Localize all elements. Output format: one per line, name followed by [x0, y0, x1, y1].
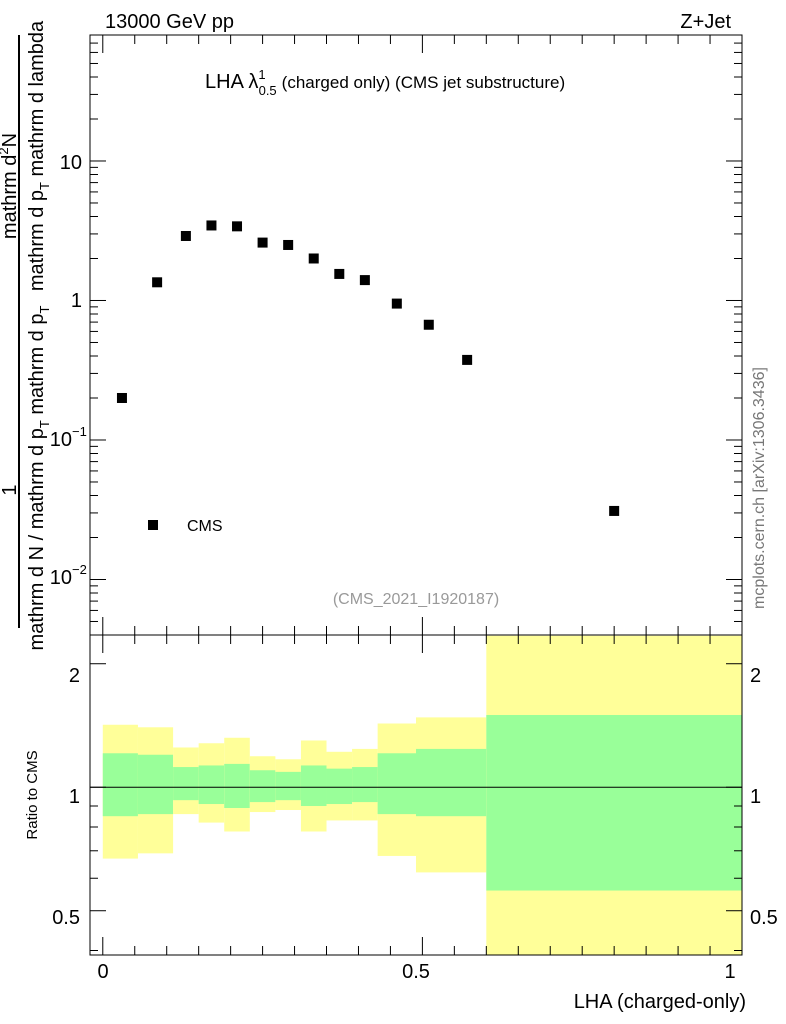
main-axis-ticks	[90, 34, 743, 636]
main-title-sub: 0.5	[259, 83, 277, 98]
legend-marker	[148, 520, 158, 530]
cms-data-point	[391, 298, 402, 309]
ylabel-top-line2: mathrm d pT mathrm d lambda	[26, 20, 52, 291]
cms-data-point	[152, 277, 163, 288]
main-title-lambda: LHA λ	[205, 71, 258, 93]
header-energy: 13000 GeV pp	[105, 11, 234, 33]
ratio-band-green	[352, 767, 378, 803]
ytick-label-10: 10	[60, 152, 82, 174]
ratio-ytick-left-2: 2	[69, 665, 80, 687]
main-title: LHA λ1 0.5 (charged only) (CMS jet substru…	[205, 67, 565, 98]
ratio-axis-ticks	[90, 635, 743, 955]
ratio-band-green	[416, 748, 487, 817]
ratio-band-green	[224, 763, 250, 808]
ytick-0.1-base: 10	[50, 429, 72, 451]
ylabel-top-line1-rest: N	[0, 133, 21, 147]
ylabel-bottom-line: mathrm d N / mathrm d pT mathrm d pT	[26, 306, 52, 651]
analysis-id: (CMS_2021_I1920187)	[333, 591, 499, 608]
ytick-label-0.1: 10	[50, 429, 72, 451]
main-panel: LHA λ1 0.5 (charged only) (CMS jet substru…	[0, 20, 743, 650]
x-axis-label: LHA (charged-only)	[574, 991, 746, 1013]
ylabel-top-line2-sub: T	[37, 182, 52, 190]
ratio-frame	[89, 634, 743, 956]
ratio-band-green	[198, 765, 225, 805]
ratio-band-green	[102, 753, 138, 817]
xtick-label-0: 0	[97, 961, 108, 983]
ratio-band-green	[173, 767, 199, 801]
cms-data-point	[180, 230, 191, 241]
ytick-label-0.1-exp: −1	[72, 424, 87, 439]
ratio-band-green	[275, 771, 301, 801]
ytick-label-1: 1	[71, 290, 82, 312]
ratio-ytick-left-0.5: 0.5	[52, 907, 80, 929]
ylabel-top-line1-sup: 2	[0, 147, 11, 154]
ylabel-numerator: 1	[0, 484, 21, 495]
xtick-label-0.5: 0.5	[402, 961, 430, 983]
cms-data-point	[283, 239, 294, 250]
main-title-rest: (charged only) (CMS jet substructure)	[282, 73, 565, 92]
ylabel-bottom-line-text: mathrm d N / mathrm d p	[26, 428, 48, 650]
cms-data-point	[206, 220, 217, 231]
cms-data-point	[232, 221, 243, 232]
cms-data-point	[609, 505, 620, 516]
ratio-band-green	[249, 770, 276, 803]
cms-data-point	[116, 392, 127, 403]
main-data-points	[116, 220, 620, 516]
main-frame	[89, 34, 743, 636]
ratio-band-green	[300, 765, 327, 807]
ratio-bands	[102, 635, 742, 955]
ylabel-bottom-line-sub: T	[37, 420, 52, 428]
main-title-sup: 1	[258, 67, 265, 82]
ratio-ytick-right-1: 1	[750, 786, 761, 808]
cms-data-point	[423, 319, 434, 330]
ytick-0.01-base: 10	[50, 567, 72, 589]
cms-data-point	[257, 237, 268, 248]
ytick-label-0.01-exp: −2	[72, 562, 87, 577]
ylabel-bottom-line-rest: mathrm d p	[26, 314, 48, 421]
ratio-band-green	[326, 768, 353, 805]
cms-data-point	[359, 275, 370, 286]
ylabel-top-line2-text: mathrm d p	[26, 190, 48, 291]
legend-label: CMS	[187, 518, 223, 535]
cms-data-point	[308, 253, 319, 264]
ylabel-bottom-line-rest-sub: T	[37, 306, 52, 314]
ratio-ylabel: Ratio to CMS	[24, 750, 41, 839]
ylabel-top-line2-rest: mathrm d lambda	[26, 20, 48, 182]
ratio-ytick-right-2: 2	[750, 665, 761, 687]
ylabel-top-line1: mathrm d2N	[0, 133, 21, 239]
main-ylabel: 1 mathrm d2N mathrm d pT mathrm d lambda…	[0, 20, 52, 650]
ylabel-top-line1-text: mathrm d	[0, 155, 21, 239]
ratio-band-green	[486, 714, 742, 891]
ratio-panel: Ratio to CMS 2 1 0.5 2 1 0.5 0 0.5 1 LHA…	[24, 634, 778, 1013]
ytick-label-0.01: 10	[50, 567, 72, 589]
ratio-band-green	[137, 754, 174, 815]
side-label: mcplots.cern.ch [arXiv:1306.3436]	[751, 367, 768, 609]
ratio-ytick-right-0.5: 0.5	[750, 907, 778, 929]
header-process: Z+Jet	[680, 11, 731, 33]
xtick-label-1: 1	[724, 961, 735, 983]
cms-data-point	[334, 268, 345, 279]
ratio-band-green	[377, 753, 416, 815]
ratio-ytick-left-1: 1	[69, 786, 80, 808]
cms-data-point	[462, 354, 473, 365]
